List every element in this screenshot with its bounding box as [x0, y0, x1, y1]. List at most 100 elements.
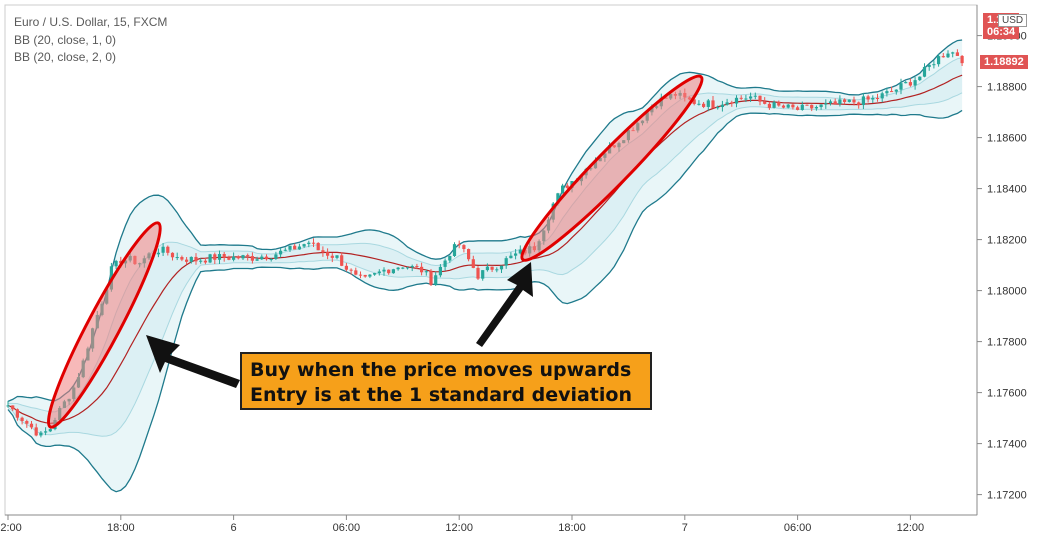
candle-body — [814, 107, 818, 109]
candle-body — [119, 260, 123, 264]
candle-body — [415, 265, 419, 267]
candle-body — [951, 52, 955, 54]
candle-body — [20, 417, 24, 422]
candle — [838, 95, 842, 107]
candle-body — [293, 245, 297, 250]
candle — [843, 98, 847, 105]
candle — [232, 252, 236, 262]
candle-body — [326, 252, 330, 256]
candle — [471, 255, 475, 269]
candle-body — [429, 271, 433, 285]
candle-body — [269, 258, 273, 260]
candle-body — [11, 405, 15, 410]
y-tick-label: 1.17800 — [987, 337, 1027, 349]
candle — [941, 53, 945, 58]
candle-body — [457, 244, 461, 246]
candle — [767, 101, 771, 110]
candle-body — [875, 97, 880, 99]
currency-badge[interactable]: USD — [998, 14, 1028, 27]
candle-body — [180, 257, 184, 260]
candle-body — [734, 97, 739, 104]
candle — [358, 271, 363, 279]
candle-body — [297, 246, 301, 250]
candle — [885, 87, 889, 97]
candle-body — [48, 429, 52, 432]
candle-body — [556, 193, 560, 204]
candle — [739, 95, 743, 100]
candle-body — [410, 265, 414, 268]
bb-inner-fill — [8, 57, 963, 437]
candle-body — [476, 267, 480, 279]
candle-body — [744, 98, 748, 100]
candle-body — [565, 185, 569, 188]
candle-body — [241, 255, 245, 259]
candle-body — [387, 269, 391, 274]
pointer-arrow-1 — [146, 335, 240, 388]
candle — [293, 243, 297, 250]
candle — [269, 257, 273, 262]
candle — [260, 254, 264, 260]
candle — [382, 267, 386, 276]
candle-body — [114, 260, 118, 267]
candle-body — [358, 274, 363, 276]
candle — [913, 77, 917, 90]
candle-body — [692, 99, 696, 104]
candle — [781, 104, 786, 109]
candle — [340, 252, 344, 267]
candle-body — [805, 104, 809, 106]
candle — [452, 242, 457, 258]
candle-body — [185, 259, 189, 262]
candle-body — [955, 52, 959, 56]
candle — [509, 252, 513, 259]
candle-body — [861, 96, 865, 106]
candle — [415, 263, 419, 270]
candle — [890, 86, 894, 93]
y-tick-label: 1.18800 — [987, 82, 1027, 94]
candle-body — [307, 242, 311, 245]
x-tick-label: 12:00 — [445, 522, 473, 534]
candle — [880, 91, 884, 103]
x-tick-label: 12:00 — [0, 522, 22, 534]
candle — [185, 257, 189, 265]
candle — [6, 401, 10, 408]
candle — [11, 405, 15, 412]
candle — [283, 247, 287, 252]
candle — [462, 244, 466, 253]
candle — [711, 96, 715, 109]
y-tick-label: 1.17600 — [987, 388, 1027, 400]
candle — [246, 253, 250, 261]
candle-body — [194, 256, 198, 262]
candle-body — [189, 256, 193, 262]
callout-box: Buy when the price moves upwards Entry i… — [240, 352, 652, 410]
candle — [518, 245, 522, 255]
candle-body — [857, 102, 861, 106]
candle — [321, 246, 325, 257]
candle — [937, 53, 941, 67]
x-tick-label: 6 — [231, 522, 237, 534]
candle — [48, 428, 52, 433]
candle-body — [810, 104, 814, 109]
candle — [20, 416, 24, 425]
candle — [161, 243, 165, 256]
candle-body — [890, 91, 894, 93]
candle-body — [485, 266, 489, 271]
candle — [175, 252, 179, 261]
candle — [34, 423, 38, 437]
candle — [227, 255, 231, 261]
candle — [429, 269, 433, 286]
candle — [354, 267, 358, 276]
entry-zone-2 — [520, 74, 704, 262]
candle — [363, 274, 367, 278]
candle-body — [499, 265, 504, 270]
candle-body — [481, 270, 485, 279]
candle — [777, 100, 781, 107]
candle — [377, 269, 381, 276]
candle-body — [368, 274, 372, 277]
entry-zone-1 — [46, 221, 162, 429]
candle — [316, 242, 320, 251]
legend-bb-2std: BB (20, close, 2, 0) — [14, 50, 117, 64]
candle — [697, 100, 701, 106]
candle-body — [39, 432, 43, 436]
x-tick-label: 7 — [682, 522, 688, 534]
